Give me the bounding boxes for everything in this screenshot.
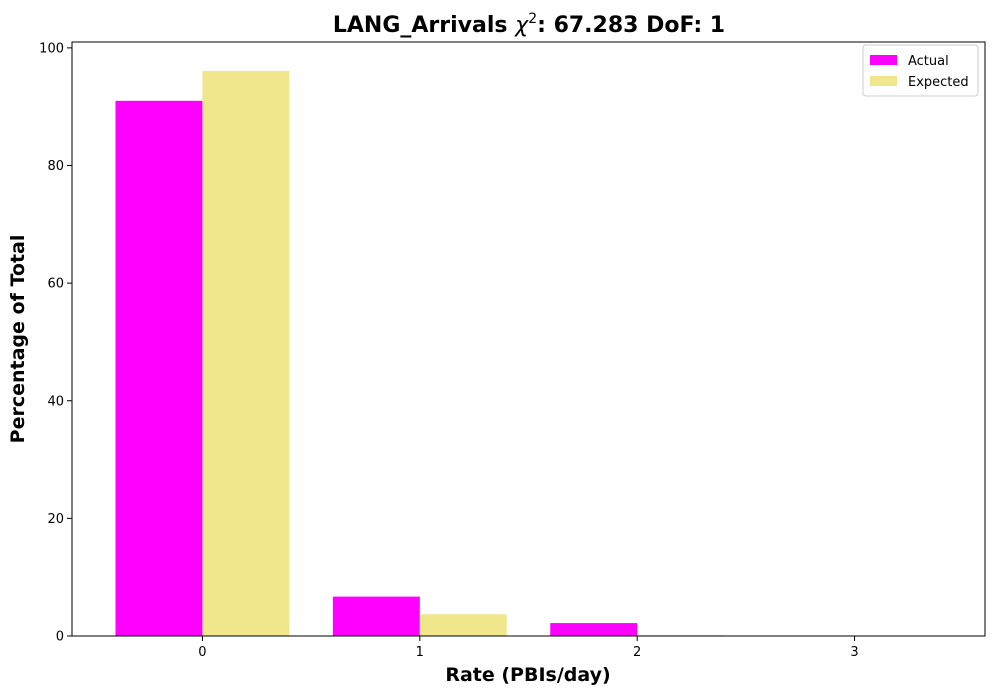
bar-actual-2 xyxy=(550,623,637,636)
x-axis-label: Rate (PBIs/day) xyxy=(445,664,610,686)
legend-swatch-expected xyxy=(870,76,897,86)
y-tick-label: 20 xyxy=(47,512,64,527)
y-tick-label: 60 xyxy=(47,277,64,292)
y-tick-label: 40 xyxy=(47,394,64,409)
legend: Actual Expected xyxy=(863,45,978,96)
title-suffix: : 67.283 DoF: 1 xyxy=(537,13,725,38)
legend-label-expected: Expected xyxy=(908,75,969,90)
legend-label-actual: Actual xyxy=(908,54,949,69)
x-tick-label: 3 xyxy=(850,645,858,660)
legend-swatch-actual xyxy=(870,55,897,65)
bar-expected-0 xyxy=(202,71,289,636)
bars-layer xyxy=(115,71,724,636)
bar-actual-0 xyxy=(115,101,202,636)
title-chi-symbol: χ xyxy=(514,13,529,38)
y-axis: 0 20 40 60 80 100 xyxy=(39,41,72,644)
y-axis-label: Percentage of Total xyxy=(7,235,29,444)
title-superscript: 2 xyxy=(528,11,537,27)
chart-title: LANG_Arrivals χ2: 67.283 DoF: 1 xyxy=(333,11,725,38)
y-tick-label: 0 xyxy=(56,630,64,645)
bar-actual-1 xyxy=(333,597,420,636)
y-tick-label: 100 xyxy=(39,41,64,56)
x-tick-label: 2 xyxy=(633,645,641,660)
x-axis: 0 1 2 3 xyxy=(198,636,858,660)
x-tick-label: 0 xyxy=(198,645,206,660)
bar-expected-1 xyxy=(420,614,507,636)
y-tick-label: 80 xyxy=(47,159,64,174)
x-tick-label: 1 xyxy=(416,645,424,660)
title-prefix: LANG_Arrivals xyxy=(333,13,515,38)
